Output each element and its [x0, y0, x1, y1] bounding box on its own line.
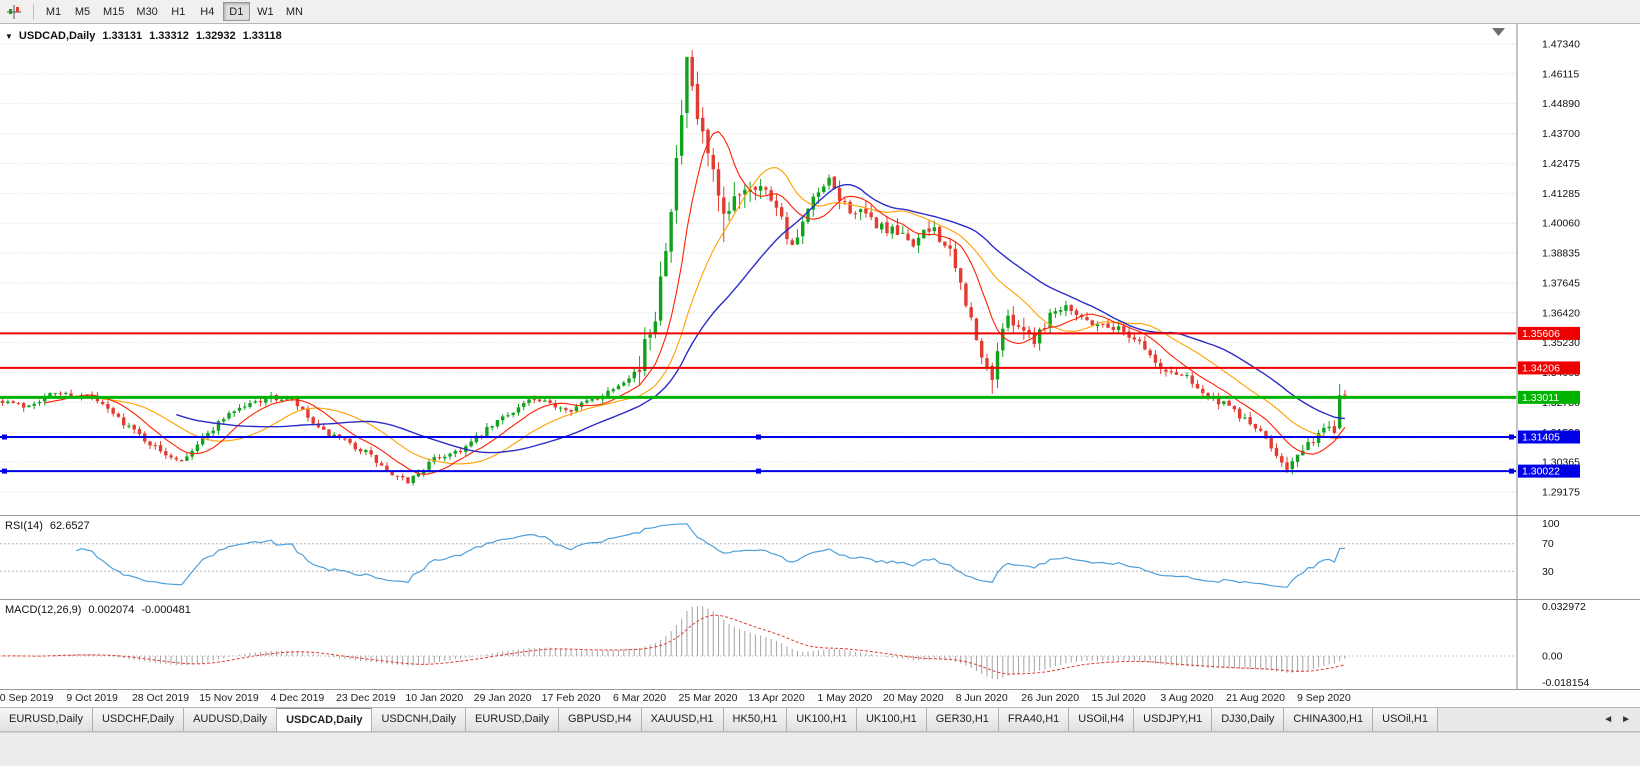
time-axis-label: 25 Mar 2020	[678, 692, 738, 704]
time-axis-label: 23 Dec 2019	[336, 692, 396, 704]
timeframe-button-m5[interactable]: M5	[69, 2, 96, 21]
timeframe-toolbar: M1 M5 M15 M30 H1 H4 D1 W1 MN	[0, 0, 1640, 24]
chart-cursor-icon[interactable]	[4, 2, 24, 22]
timeframe-button-mn[interactable]: MN	[281, 2, 308, 21]
svg-text:70: 70	[1542, 538, 1554, 550]
svg-text:-0.018154: -0.018154	[1542, 677, 1589, 689]
chart-tab-xauusd-h1[interactable]: XAUUSD,H1	[641, 708, 724, 731]
chart-tab-uk100-h1[interactable]: UK100,H1	[787, 708, 857, 731]
svg-text:1.38835: 1.38835	[1542, 248, 1580, 260]
ma-red	[44, 131, 1346, 475]
price-panel: 1.47340 1.46115 1.44890 1.43700 1.42475 1.412…	[0, 24, 1640, 516]
chart-tab-eurusd-daily[interactable]: EURUSD,Daily	[0, 708, 93, 731]
macd-panel: 0.032972 0.00 -0.018154 MACD(12,26,9) 0.00…	[0, 600, 1640, 690]
time-axis-label: 1 May 2020	[817, 692, 873, 704]
macd-chart-canvas[interactable]: 0.032972 0.00 -0.018154	[0, 600, 1640, 689]
chart-tab-ger30-h1[interactable]: GER30,H1	[926, 708, 999, 731]
chart-tab-hk50-h1[interactable]: HK50,H1	[723, 708, 788, 731]
svg-text:1.44890: 1.44890	[1542, 98, 1580, 110]
time-axis-label: 13 Apr 2020	[748, 692, 805, 704]
chart-shift-marker	[1492, 28, 1505, 36]
chart-tab-usdjpy-h1[interactable]: USDJPY,H1	[1134, 708, 1213, 731]
svg-text:1.46115: 1.46115	[1542, 68, 1579, 80]
timeframe-button-m15[interactable]: M15	[98, 2, 129, 21]
time-axis-label: 20 May 2020	[882, 692, 944, 704]
chart-tabs: EURUSD,Daily USDCHF,Daily AUDUSD,Daily USDC…	[0, 708, 1438, 731]
time-axis-label: 15 Nov 2019	[199, 692, 259, 704]
chart-tab-china300-h1[interactable]: CHINA300,H1	[1284, 708, 1374, 731]
tab-scroll-left-icon[interactable]: ◄	[1603, 714, 1614, 725]
svg-text:1.40060: 1.40060	[1542, 218, 1580, 230]
time-axis-label: 17 Feb 2020	[541, 692, 601, 704]
svg-text:1.43700: 1.43700	[1542, 128, 1580, 140]
svg-text:0.032972: 0.032972	[1542, 601, 1586, 613]
timeframe-button-h4[interactable]: H4	[194, 2, 221, 21]
time-axis-label: 29 Jan 2020	[473, 692, 532, 704]
svg-text:30: 30	[1542, 566, 1554, 578]
svg-text:1.36420: 1.36420	[1542, 307, 1580, 319]
timeframe-button-d1[interactable]: D1	[222, 2, 250, 22]
svg-text:1.29175: 1.29175	[1542, 487, 1580, 499]
svg-text:1.37645: 1.37645	[1542, 277, 1580, 289]
time-axis-label: 21 Aug 2020	[1225, 692, 1285, 704]
chart-tab-dj30-daily[interactable]: DJ30,Daily	[1212, 708, 1285, 731]
ma-blue	[176, 183, 1345, 454]
chart-tab-usdcad-daily[interactable]: USDCAD,Daily	[277, 708, 373, 731]
chart-tab-gbpusd-h4[interactable]: GBPUSD,H4	[559, 708, 642, 731]
chart-tab-uk100-h1[interactable]: UK100,H1	[856, 708, 927, 731]
time-axis-label: 4 Dec 2019	[270, 692, 325, 704]
chart-tab-bar: EURUSD,Daily USDCHF,Daily AUDUSD,Daily USDC…	[0, 708, 1640, 732]
chart-tab-fra40-h1[interactable]: FRA40,H1	[998, 708, 1070, 731]
time-axis-label: 8 Jun 2020	[955, 692, 1008, 704]
chart-tab-audusd-daily[interactable]: AUDUSD,Daily	[184, 708, 278, 731]
chart-tab-usdchf-daily[interactable]: USDCHF,Daily	[92, 708, 185, 731]
chart-tab-usdcnh-daily[interactable]: USDCNH,Daily	[372, 708, 467, 731]
time-axis-label: 9 Sep 2020	[1297, 692, 1351, 704]
time-axis-label: 3 Aug 2020	[1160, 692, 1214, 704]
svg-text:1.42475: 1.42475	[1542, 158, 1580, 170]
rsi-chart-canvas[interactable]: 100 70 30	[0, 516, 1640, 599]
svg-text:1.41285: 1.41285	[1542, 188, 1580, 200]
svg-text:1.35606: 1.35606	[1522, 328, 1560, 340]
chart-tab-usoil-h1[interactable]: USOil,H1	[1373, 708, 1438, 731]
time-axis[interactable]: 20 Sep 2019 9 Oct 2019 28 Oct 2019 15 Nov 2…	[0, 690, 1640, 708]
tab-scroll-controls: ◄ ►	[1594, 708, 1640, 731]
svg-text:1.47340: 1.47340	[1542, 39, 1580, 51]
svg-text:1.34206: 1.34206	[1522, 362, 1560, 374]
ma-orange	[102, 167, 1346, 465]
toolbar-separator	[33, 3, 34, 20]
svg-text:1.35230: 1.35230	[1542, 337, 1580, 349]
time-axis-label: 6 Mar 2020	[613, 692, 667, 704]
time-axis-label: 28 Oct 2019	[131, 692, 190, 704]
svg-text:1.31405: 1.31405	[1522, 432, 1560, 444]
status-bar	[0, 732, 1640, 766]
timeframe-button-w1[interactable]: W1	[252, 2, 279, 21]
time-axis-label: 9 Oct 2019	[66, 692, 118, 704]
timeframe-buttons: M1 M5 M15 M30 H1 H4 D1 W1 MN	[39, 2, 309, 22]
svg-text:1.33011: 1.33011	[1522, 392, 1559, 404]
tab-scroll-right-icon[interactable]: ►	[1621, 714, 1631, 725]
svg-text:100: 100	[1542, 518, 1560, 530]
timeframe-button-h1[interactable]: H1	[165, 2, 192, 21]
time-axis-label: 20 Sep 2019	[0, 692, 54, 704]
svg-text:1.30022: 1.30022	[1522, 466, 1560, 478]
timeframe-button-m1[interactable]: M1	[40, 2, 67, 21]
time-axis-label: 15 Jul 2020	[1091, 692, 1146, 704]
chart-tab-eurusd-daily[interactable]: EURUSD,Daily	[466, 708, 559, 731]
time-axis-label: 10 Jan 2020	[405, 692, 464, 704]
time-axis-label: 26 Jun 2020	[1021, 692, 1080, 704]
price-chart-canvas[interactable]: 1.47340 1.46115 1.44890 1.43700 1.42475 1.412…	[0, 24, 1640, 515]
rsi-panel: 100 70 30 RSI(14) 62.6527	[0, 516, 1640, 600]
svg-text:0.00: 0.00	[1542, 650, 1563, 662]
timeframe-button-m30[interactable]: M30	[131, 2, 162, 21]
chart-tab-usoil-h4[interactable]: USOil,H4	[1069, 708, 1135, 731]
